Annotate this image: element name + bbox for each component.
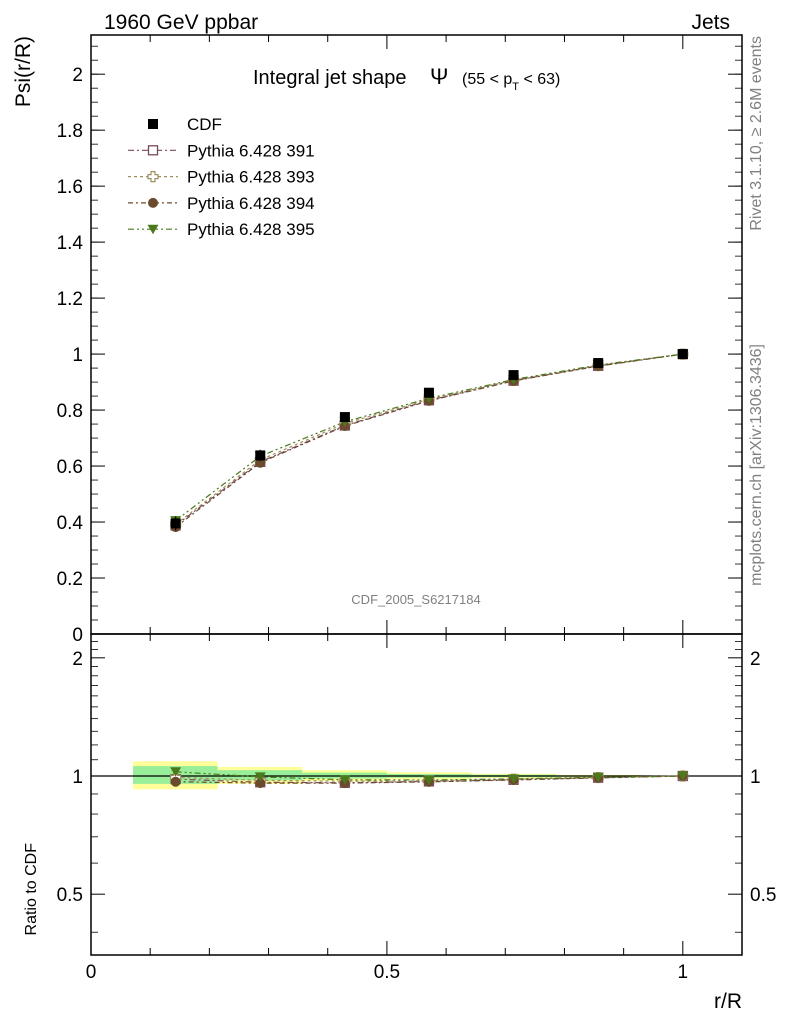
mcplots-label: mcplots.cern.ch [arXiv:1306.3436] <box>748 344 765 586</box>
y-axis-label-ratio: Ratio to CDF <box>23 843 40 936</box>
plot-title-range: (55 < pT < 63) <box>462 71 560 93</box>
plot-title: Integral jet shape <box>253 67 406 89</box>
legend-marker <box>148 119 158 129</box>
x-axis-label: r/R <box>714 990 742 1013</box>
legend-marker <box>147 171 159 183</box>
ratio-frame <box>90 633 743 956</box>
ratio-series-point <box>508 774 520 784</box>
y-axis-label-main: Psi(r/R) <box>12 36 35 107</box>
legend-label: Pythia 6.428 395 <box>187 220 315 239</box>
ratio-y-tick-label: 0.5 <box>57 885 83 906</box>
ratio-y-tick-label: 2 <box>72 649 83 670</box>
y-tick-label: 0.4 <box>57 513 84 534</box>
ratio-y-tick-label-right: 0.5 <box>750 885 776 906</box>
ratio-series-point <box>592 772 604 783</box>
analysis-watermark: CDF_2005_S6217184 <box>351 592 480 607</box>
series-line <box>175 353 683 522</box>
y-tick-label: 0 <box>72 625 83 646</box>
series-line <box>175 353 683 528</box>
ratio-series-point <box>339 775 351 785</box>
legend-marker <box>148 197 158 208</box>
rivet-version-label: Rivet 3.1.10, ≥ 2.6M events <box>748 36 765 231</box>
y-tick-label: 1.2 <box>57 289 83 310</box>
y-tick-label: 1.6 <box>57 177 83 198</box>
ratio-y-tick-label-right: 1 <box>750 767 761 788</box>
ratio-series-point <box>170 776 181 787</box>
series-line <box>175 353 683 525</box>
ratio-series-point <box>170 767 182 777</box>
ratio-panel: 0.5 0.5 1 1 2 2 0 0.5 1 <box>57 633 776 983</box>
header-right: Jets <box>691 11 730 34</box>
series-line <box>175 353 683 526</box>
y-tick-label: 1.4 <box>57 233 84 254</box>
legend-label: Pythia 6.428 393 <box>187 168 315 187</box>
ratio-y-tick-label: 1 <box>72 767 83 788</box>
cdf-data-point <box>593 358 604 369</box>
y-tick-label: 2 <box>72 65 83 86</box>
x-tick-label: 1 <box>678 962 689 983</box>
y-tick-label: 0.8 <box>57 401 83 422</box>
plot-title-symbol: Ψ <box>430 64 448 89</box>
legend-label: Pythia 6.428 394 <box>187 194 315 213</box>
x-tick-label: 0 <box>86 962 97 983</box>
cdf-data-point <box>339 412 350 423</box>
cdf-data-point <box>255 450 266 461</box>
legend-marker <box>147 145 159 156</box>
main-panel: 0 0.2 0.4 0.6 0.8 1 1.2 1.4 1.6 1.8 2 <box>57 34 743 646</box>
cdf-data-point <box>677 349 688 360</box>
cdf-data-point <box>423 387 434 398</box>
y-tick-label: 0.6 <box>57 457 83 478</box>
ratio-series-point <box>423 775 435 785</box>
y-tick-label: 1.8 <box>57 121 83 142</box>
x-tick-label: 0.5 <box>374 962 400 983</box>
y-tick-label: 1 <box>72 345 83 366</box>
legend: CDF Pythia 6.428 391 Pythia 6.428 393 Pythi… <box>128 115 315 239</box>
ratio-y-tick-label-right: 2 <box>750 649 761 670</box>
legend-label: CDF <box>187 115 222 134</box>
legend-label: Pythia 6.428 391 <box>187 141 315 160</box>
ratio-series-point <box>677 771 689 782</box>
cdf-data-point <box>508 370 519 381</box>
header-left: 1960 GeV ppbar <box>104 11 258 34</box>
ratio-series-point <box>255 778 266 789</box>
cdf-data-point <box>170 518 181 529</box>
ratio-series-point <box>254 772 266 782</box>
y-tick-label: 0.2 <box>57 569 83 590</box>
legend-marker <box>147 224 159 235</box>
